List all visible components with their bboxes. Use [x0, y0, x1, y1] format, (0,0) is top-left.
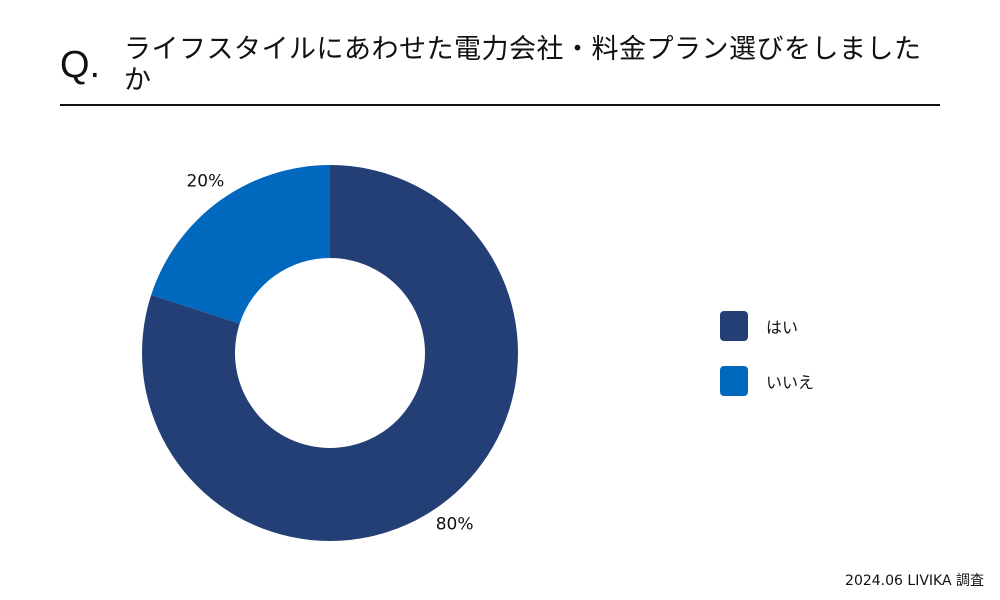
- legend-swatch-yes: [720, 311, 748, 341]
- legend-label-no: いいえ: [766, 373, 815, 392]
- page-title: ライフスタイルにあわせた電力会社・料金プラン選びをしましたか: [124, 34, 922, 96]
- question-mark: Q.: [60, 44, 101, 86]
- legend-label-yes: はい: [766, 318, 799, 337]
- chart-slice-labels: 80% 20%: [186, 171, 473, 534]
- slice-yes: [142, 165, 518, 541]
- legend-item-no: いいえ: [720, 365, 814, 397]
- legend-swatch-no: [720, 366, 748, 396]
- slice-no: [151, 165, 330, 324]
- chart-legend: はい いいえ: [720, 310, 814, 420]
- chart-slices: [142, 165, 518, 541]
- question-header: Q. ライフスタイルにあわせた電力会社・料金プラン選びをしましたか: [60, 34, 940, 106]
- slice-yes-label: 80%: [436, 515, 474, 535]
- source-note: 2024.06 LIVIKA 調査: [845, 573, 984, 589]
- legend-item-yes: はい: [720, 310, 814, 342]
- slice-no-label: 20%: [186, 171, 224, 191]
